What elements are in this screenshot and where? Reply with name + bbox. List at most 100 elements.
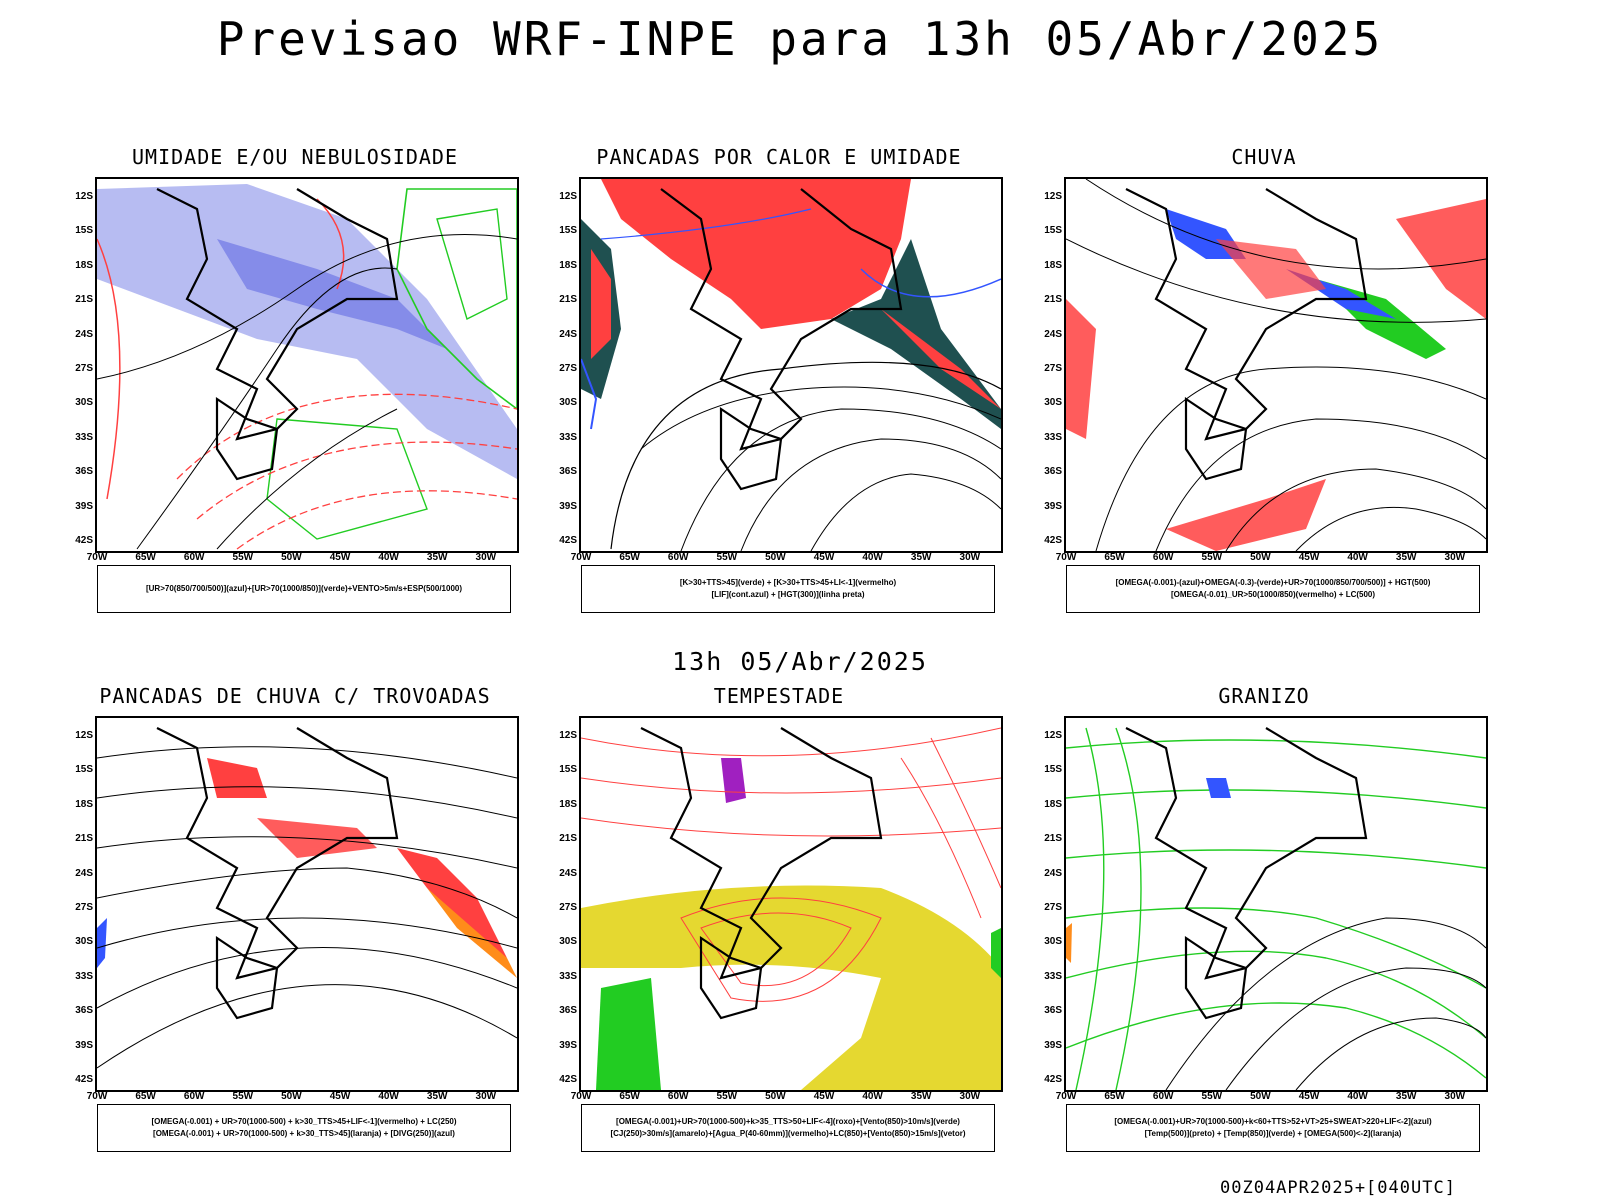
panel-tempestade: TEMPESTADE [OMEGA(-0.001)+UR>70(1000-500…: [539, 684, 1019, 1156]
lat-tick-label: 27S: [559, 902, 577, 913]
lat-tick-label: 15S: [559, 225, 577, 237]
lon-tick-label: 60W: [667, 1091, 689, 1102]
lat-tick-label: 12S: [559, 730, 577, 741]
lon-tick-label: 40W: [862, 1091, 883, 1102]
valid-time-label: 13h 05/Abr/2025: [672, 647, 928, 676]
lat-tick-label: 18S: [1044, 259, 1062, 271]
lat-tick-label: 24S: [1044, 867, 1062, 879]
lat-tick-label: 30S: [1044, 936, 1062, 948]
lon-tick-label: 35W: [426, 552, 448, 563]
panel-granizo: GRANIZO [OMEGA(-0.001)+UR>70(1000-500)+k…: [1024, 684, 1504, 1156]
panel-title: TEMPESTADE: [713, 684, 845, 708]
lat-tick-label: 21S: [75, 294, 93, 306]
legend-line: [OMEGA(-0.001) + UR>70(1000-500) + k>30_…: [151, 1117, 457, 1126]
lon-tick-label: 50W: [765, 552, 786, 563]
lon-tick-label: 50W: [281, 1091, 302, 1102]
legend-line: [OMEGA(-0.01)_UR>50(1000/850)(vermelho) …: [1170, 590, 1376, 599]
panel-title: CHUVA: [1231, 145, 1297, 169]
lat-tick-label: 39S: [1044, 500, 1062, 512]
panel-title: UMIDADE E/OU NEBULOSIDADE: [131, 145, 459, 169]
lon-tick-label: 65W: [135, 1091, 156, 1102]
lat-tick-label: 30S: [1044, 397, 1062, 409]
lat-tick-label: 36S: [75, 1005, 93, 1017]
lon-tick-label: 70W: [1055, 1091, 1077, 1102]
lat-tick-label: 42S: [559, 535, 577, 546]
lon-tick-label: 60W: [183, 1091, 205, 1102]
lat-tick-label: 33S: [75, 970, 93, 982]
lon-tick-label: 60W: [183, 552, 205, 563]
lat-tick-label: 27S: [75, 363, 93, 374]
panel-legend: [OMEGA(-0.001)+UR>70(1000-500)+k>35_TTS>…: [581, 1104, 995, 1152]
lat-tick-label: 12S: [1044, 191, 1062, 202]
lon-tick-label: 65W: [619, 1091, 640, 1102]
lon-tick-label: 70W: [570, 1091, 592, 1102]
lon-tick-label: 45W: [1298, 1091, 1320, 1102]
lon-tick-label: 45W: [813, 1091, 835, 1102]
legend-line: [Temp(500)](preto) + [Temp(850)](verde) …: [1144, 1129, 1402, 1138]
lon-tick-label: 55W: [1201, 552, 1223, 563]
lat-tick-label: 18S: [1044, 798, 1062, 810]
lat-tick-label: 15S: [1044, 764, 1062, 776]
lat-tick-label: 42S: [1044, 1074, 1062, 1085]
legend-line: [OMEGA(-0.001)+UR>70(1000-500)+k>35_TTS>…: [616, 1117, 960, 1126]
lat-tick-label: 33S: [75, 431, 93, 443]
lat-tick-label: 24S: [1044, 328, 1062, 340]
map-tempestade: [579, 716, 1003, 1092]
lat-tick-label: 30S: [75, 397, 93, 409]
map-granizo: [1064, 716, 1488, 1092]
lon-tick-label: 60W: [1152, 1091, 1174, 1102]
legend-line: [UR>70(850/700/500)](azul)+[UR>70(1000/8…: [145, 584, 463, 593]
lon-tick-label: 55W: [232, 1091, 254, 1102]
lat-tick-label: 36S: [1044, 1005, 1062, 1017]
lat-tick-label: 24S: [559, 328, 577, 340]
legend-line: [OMEGA(-0.001)-(azul)+OMEGA(-0.3)-(verde…: [1115, 578, 1431, 587]
lon-tick-label: 45W: [813, 552, 835, 563]
panel-title: GRANIZO: [1218, 684, 1310, 708]
lon-tick-label: 60W: [1152, 552, 1174, 563]
lat-tick-label: 39S: [559, 500, 577, 512]
lat-tick-label: 27S: [1044, 902, 1062, 913]
lat-tick-label: 21S: [559, 294, 577, 306]
lon-tick-label: 35W: [910, 1091, 932, 1102]
lat-tick-label: 27S: [1044, 363, 1062, 374]
panel-legend: [OMEGA(-0.001) + UR>70(1000-500) + k>30_…: [97, 1104, 511, 1152]
lat-tick-label: 39S: [1044, 1039, 1062, 1051]
lat-tick-label: 18S: [559, 259, 577, 271]
lat-tick-label: 36S: [75, 466, 93, 478]
lon-tick-label: 35W: [910, 552, 932, 563]
lat-tick-label: 21S: [559, 833, 577, 845]
lat-tick-label: 33S: [559, 431, 577, 443]
lat-tick-label: 30S: [559, 936, 577, 948]
lat-tick-label: 15S: [1044, 225, 1062, 237]
lat-tick-label: 33S: [559, 970, 577, 982]
lon-tick-label: 40W: [1347, 1091, 1368, 1102]
panel-umidade: UMIDADE E/OU NEBULOSIDADE [UR>70(850/700…: [55, 145, 535, 617]
lat-tick-label: 15S: [75, 764, 93, 776]
lat-tick-label: 18S: [75, 798, 93, 810]
lat-tick-label: 21S: [1044, 294, 1062, 306]
map-pancadas-trovoadas: [95, 716, 519, 1092]
map-chuva: [1064, 177, 1488, 553]
lon-tick-label: 40W: [378, 1091, 399, 1102]
lat-tick-label: 39S: [559, 1039, 577, 1051]
lat-tick-label: 36S: [559, 1005, 577, 1017]
lat-tick-label: 33S: [1044, 431, 1062, 443]
lon-tick-label: 30W: [959, 552, 981, 563]
panel-title: PANCADAS DE CHUVA C/ TROVOADAS: [99, 684, 491, 708]
lon-tick-label: 30W: [959, 1091, 981, 1102]
panel-title: PANCADAS POR CALOR E UMIDADE: [596, 145, 962, 169]
lat-tick-label: 24S: [75, 328, 93, 340]
panel-legend: [K>30+TTS>45](verde) + [K>30+TTS>45+LI<-…: [581, 565, 995, 613]
lat-tick-label: 36S: [1044, 466, 1062, 478]
lon-tick-label: 35W: [1395, 1091, 1417, 1102]
main-title: Previsao WRF-INPE para 13h 05/Abr/2025: [216, 12, 1384, 66]
lon-tick-label: 65W: [1104, 1091, 1125, 1102]
panel-legend: [OMEGA(-0.001)-(azul)+OMEGA(-0.3)-(verde…: [1066, 565, 1480, 613]
lon-tick-label: 55W: [716, 1091, 738, 1102]
lat-tick-label: 18S: [559, 798, 577, 810]
legend-line: [K>30+TTS>45](verde) + [K>30+TTS>45+LI<-…: [679, 578, 897, 587]
map-umidade: [95, 177, 519, 553]
lat-tick-label: 42S: [1044, 535, 1062, 546]
lon-tick-label: 55W: [232, 552, 254, 563]
lon-tick-label: 70W: [1055, 552, 1077, 563]
